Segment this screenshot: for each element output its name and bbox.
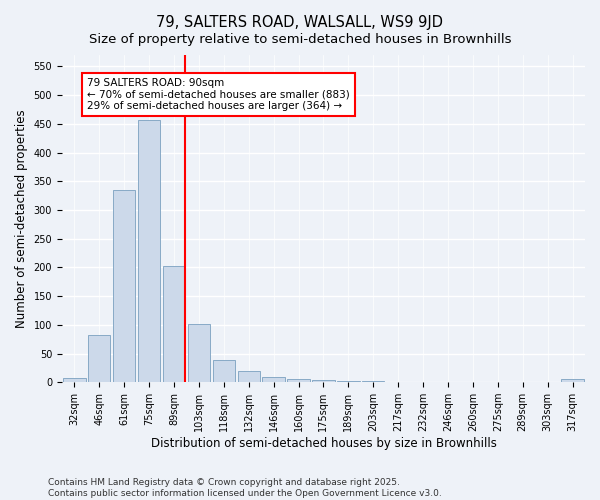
Bar: [138, 120, 160, 382]
Text: 79 SALTERS ROAD: 90sqm
← 70% of semi-detached houses are smaller (883)
29% of se: 79 SALTERS ROAD: 90sqm ← 70% of semi-det…: [87, 78, 350, 111]
Bar: [287, 380, 310, 382]
Text: Contains HM Land Registry data © Crown copyright and database right 2025.
Contai: Contains HM Land Registry data © Crown c…: [48, 478, 442, 498]
Bar: [238, 370, 260, 382]
Bar: [113, 190, 136, 382]
Text: 79, SALTERS ROAD, WALSALL, WS9 9JD: 79, SALTERS ROAD, WALSALL, WS9 9JD: [157, 15, 443, 30]
Bar: [163, 266, 185, 382]
Bar: [562, 380, 584, 382]
Bar: [312, 380, 335, 382]
Bar: [188, 324, 210, 382]
Bar: [88, 334, 110, 382]
Y-axis label: Number of semi-detached properties: Number of semi-detached properties: [15, 110, 28, 328]
Bar: [63, 378, 86, 382]
Bar: [337, 380, 359, 382]
X-axis label: Distribution of semi-detached houses by size in Brownhills: Distribution of semi-detached houses by …: [151, 437, 496, 450]
Bar: [262, 377, 285, 382]
Bar: [212, 360, 235, 382]
Bar: [362, 381, 385, 382]
Text: Size of property relative to semi-detached houses in Brownhills: Size of property relative to semi-detach…: [89, 32, 511, 46]
